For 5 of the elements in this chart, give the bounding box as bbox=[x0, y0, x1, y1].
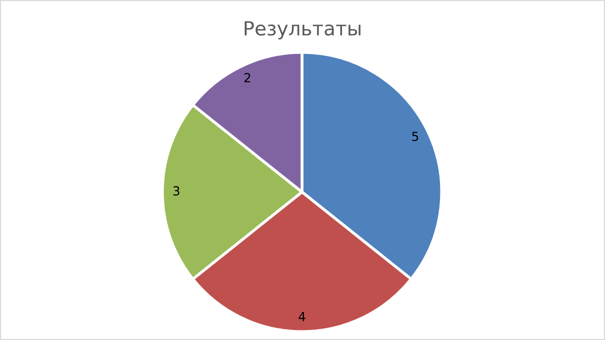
data-label: 5 bbox=[412, 132, 418, 142]
data-label: 4 bbox=[298, 312, 306, 322]
chart-title: Результаты bbox=[244, 21, 360, 40]
data-label: 3 bbox=[173, 186, 180, 196]
data-label: 2 bbox=[244, 72, 250, 82]
